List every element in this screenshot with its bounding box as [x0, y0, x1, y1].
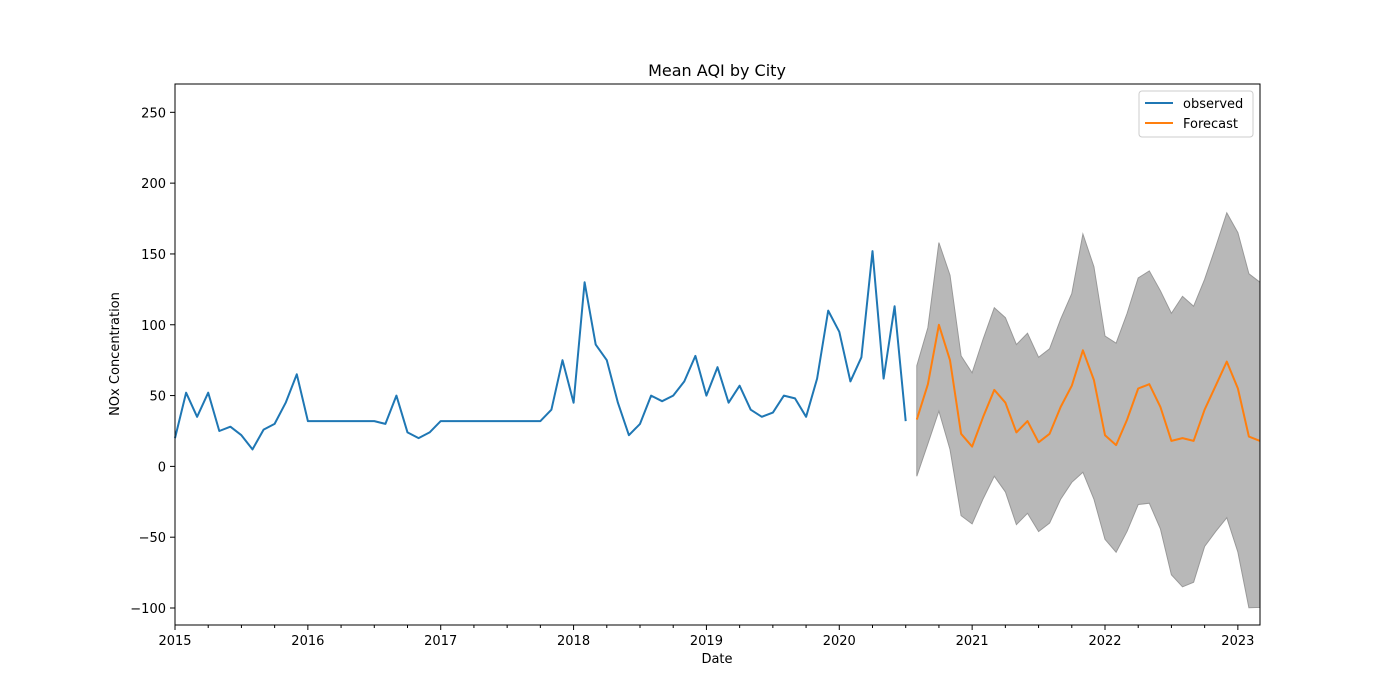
- y-tick-label: 0: [158, 460, 166, 475]
- chart-title: Mean AQI by City: [648, 61, 786, 80]
- y-tick-label: −50: [139, 531, 166, 546]
- y-tick-label: −100: [130, 602, 166, 617]
- x-tick-label: 2016: [291, 634, 324, 649]
- x-tick-label: 2019: [690, 634, 723, 649]
- x-tick-label: 2017: [424, 634, 457, 649]
- x-tick-label: 2023: [1221, 634, 1254, 649]
- legend-entry: Forecast: [1183, 117, 1238, 132]
- y-tick-label: 200: [141, 177, 166, 192]
- y-axis-label: NOx Concentration: [108, 292, 123, 416]
- plot-area: [174, 83, 1261, 626]
- forecast-series-line: [915, 323, 1261, 448]
- x-tick-label: 2020: [823, 634, 856, 649]
- legend-entry: observed: [1183, 97, 1243, 112]
- x-tick-label: 2015: [158, 634, 191, 649]
- legend: observed Forecast: [1138, 90, 1254, 138]
- y-tick-label: 250: [141, 106, 166, 121]
- y-axis: −100 −50 0 50 100 150 200 250: [130, 106, 175, 617]
- x-axis: 2015 2016 2017 2018 2019 2020 2021 2022 2023: [158, 625, 1254, 649]
- x-tick-label: 2018: [557, 634, 590, 649]
- y-tick-label: 50: [149, 390, 166, 405]
- y-tick-label: 100: [141, 319, 166, 334]
- plot-frame: [174, 83, 1261, 626]
- confidence-band: [916, 211, 1261, 609]
- x-tick-label: 2022: [1088, 634, 1121, 649]
- observed-series-line: [174, 250, 907, 451]
- y-tick-label: 150: [141, 248, 166, 263]
- x-axis-label: Date: [701, 652, 732, 667]
- x-tick-label: 2021: [956, 634, 989, 649]
